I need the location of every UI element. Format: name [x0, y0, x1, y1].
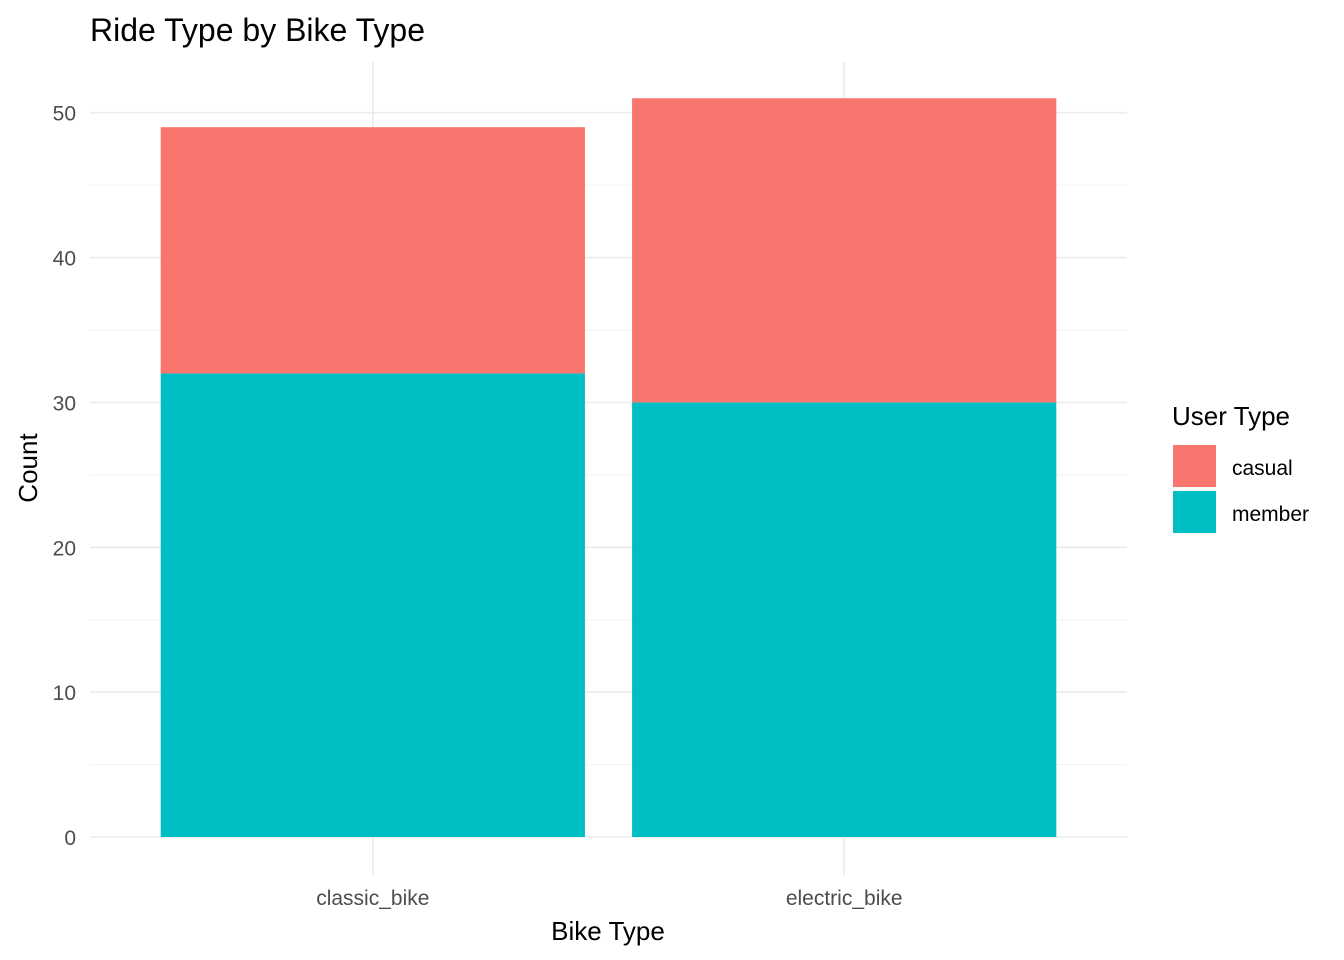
legend: User Type casual member — [1172, 401, 1309, 533]
y-axis-ticks: 0 10 20 30 40 50 — [53, 103, 76, 850]
bar-classic_bike-casual — [160, 127, 585, 374]
legend-items: casual member — [1173, 445, 1309, 533]
y-tick-label: 0 — [64, 827, 76, 850]
y-axis-title: Count — [13, 433, 43, 503]
y-tick-label: 30 — [53, 392, 76, 415]
bar-electric_bike-member — [632, 402, 1057, 837]
chart-title: Ride Type by Bike Type — [90, 12, 425, 48]
y-tick-label: 10 — [53, 682, 76, 705]
x-axis-ticks: classic_bike electric_bike — [316, 887, 902, 910]
x-tick-label: classic_bike — [316, 887, 429, 910]
y-tick-label: 40 — [53, 248, 76, 271]
legend-label-casual: casual — [1232, 457, 1293, 480]
legend-key-member — [1173, 491, 1216, 533]
legend-title: User Type — [1172, 401, 1290, 431]
bar-classic_bike-member — [160, 373, 585, 837]
bar-electric_bike-casual — [632, 98, 1057, 403]
bars — [160, 98, 1057, 837]
y-tick-label: 20 — [53, 537, 76, 560]
legend-key-casual — [1173, 445, 1216, 487]
x-axis-title: Bike Type — [551, 916, 665, 946]
x-tick-label: electric_bike — [786, 887, 903, 910]
y-tick-label: 50 — [53, 103, 76, 126]
legend-label-member: member — [1232, 503, 1309, 526]
